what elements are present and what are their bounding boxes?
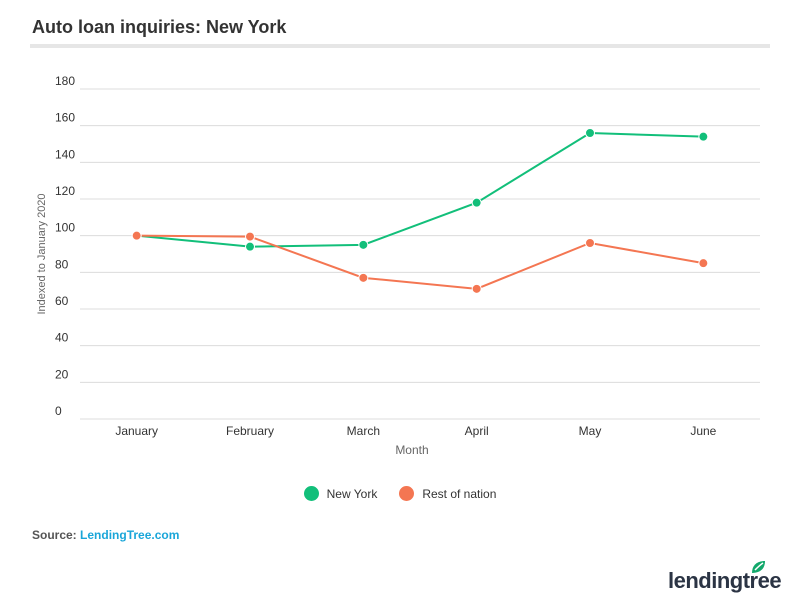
data-point (471, 197, 482, 208)
data-point (245, 231, 255, 242)
y-axis-label: Indexed to January 2020 (36, 193, 48, 314)
series-line-0 (136, 131, 704, 248)
legend-item-new-york[interactable]: New York (303, 486, 378, 501)
y-tick-label: 100 (55, 221, 75, 235)
y-tick-label: 160 (55, 111, 75, 125)
legend-swatch (303, 486, 319, 501)
source-link[interactable]: LendingTree.com (80, 528, 180, 542)
y-tick-label: 140 (55, 147, 75, 161)
x-tick-label: January (115, 424, 158, 438)
source-label: Source: (32, 528, 77, 542)
data-point (245, 241, 255, 252)
x-axis-label: Month (395, 443, 428, 457)
data-point (698, 258, 709, 269)
y-tick-label: 120 (55, 184, 75, 198)
chart-title: Auto loan inquiries: New York (32, 17, 287, 37)
data-point (358, 239, 369, 250)
legend: New York Rest of nation (0, 486, 800, 501)
y-tick-label: 60 (55, 294, 69, 308)
data-point (585, 238, 595, 248)
y-tick-label: 0 (55, 404, 62, 418)
y-tick-label: 80 (55, 257, 69, 271)
y-tick-label: 20 (55, 367, 69, 381)
series-line-1 (136, 234, 704, 290)
source-note: Source: LendingTree.com (32, 528, 179, 542)
data-point (358, 272, 369, 283)
x-tick-label: April (465, 424, 489, 438)
leaf-icon (752, 561, 765, 573)
x-tick-label: June (690, 424, 716, 438)
logo-text: lendingtree (668, 568, 782, 593)
line-chart: 0 20 40 60 80 100 120 140 160 180 January February… (36, 74, 760, 457)
x-tick-label: March (347, 424, 380, 438)
y-tick-label: 180 (55, 74, 75, 88)
data-point (698, 131, 709, 142)
legend-item-rest-of-nation[interactable]: Rest of nation (399, 486, 496, 501)
x-tick-label: May (579, 424, 602, 438)
data-point (471, 283, 482, 294)
data-point (585, 128, 595, 138)
legend-label: Rest of nation (422, 486, 497, 501)
legend-label: New York (326, 486, 378, 501)
y-tick-label: 40 (55, 331, 69, 345)
data-point (131, 230, 142, 241)
legend-swatch (399, 486, 415, 501)
lendingtree-logo: lendingtree (668, 560, 782, 594)
title-divider (30, 44, 770, 48)
x-tick-label: February (226, 424, 274, 438)
